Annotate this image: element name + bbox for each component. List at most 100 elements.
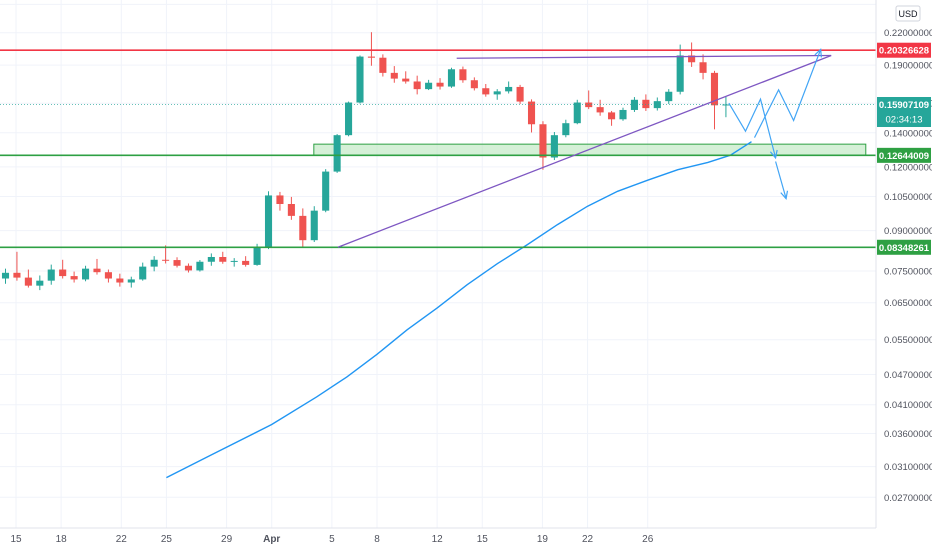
time-tick-label: 18 [56,534,68,545]
candle-body[interactable] [13,272,21,278]
candle-body[interactable] [688,55,696,63]
candle-body[interactable] [402,78,410,82]
price-tick-label: 0.10500000 [884,192,932,203]
candle-body[interactable] [470,80,478,89]
time-tick-label: 22 [116,534,128,545]
candle-body[interactable] [47,269,55,281]
candle-body[interactable] [619,109,627,120]
time-tick-label: 19 [537,534,549,545]
candle-body[interactable] [493,91,501,95]
candle-body[interactable] [447,69,456,87]
candle-body[interactable] [665,91,673,102]
candle-body[interactable] [299,215,307,241]
level-label-bg [877,239,931,255]
candle-body[interactable] [562,123,570,136]
candle-body[interactable] [139,266,147,280]
candle-body[interactable] [24,277,32,286]
candle-body[interactable] [676,55,684,92]
candle-body[interactable] [162,259,170,261]
candle-body[interactable] [70,276,78,280]
candle-body[interactable] [459,69,467,81]
price-tick-label: 0.04100000 [884,400,932,411]
candle-body[interactable] [127,279,135,283]
candle-body[interactable] [104,272,112,279]
candle-body[interactable] [230,260,238,262]
price-tick-label: 0.07500000 [884,267,932,278]
candle-body[interactable] [630,99,638,110]
candle-body[interactable] [322,171,330,211]
candle-body[interactable] [253,247,261,265]
candle-body[interactable] [36,280,44,286]
candle-body[interactable] [699,62,707,73]
projection-path-2-arrowhead [814,48,822,58]
candle-body[interactable] [1,272,10,279]
moving-average-layer [166,141,752,479]
projection-path-2[interactable] [753,49,822,138]
candle-body[interactable] [356,56,364,103]
candle-body[interactable] [505,86,513,92]
candle-body[interactable] [333,135,341,172]
candle-body[interactable] [539,124,547,158]
candle-body[interactable] [516,86,524,102]
candle-body[interactable] [173,260,181,266]
candle-body[interactable] [390,72,398,79]
candle-body[interactable] [219,256,227,262]
currency-button[interactable] [895,5,921,22]
candle-body[interactable] [345,102,353,136]
price-tick-label: 0.14000000 [884,128,932,139]
candle-body[interactable] [642,99,650,109]
candle-body[interactable] [596,107,604,113]
trendline-2[interactable] [456,54,832,59]
candle-body[interactable] [550,135,558,158]
level-label: 0.20326628 [879,46,929,57]
drawings-layer [0,48,876,249]
time-tick-label: 26 [642,534,654,545]
candle-body[interactable] [287,204,295,216]
candle-body[interactable] [710,72,719,106]
time-tick-label: 12 [432,534,444,545]
candle-body[interactable] [482,88,490,95]
level-label: 0.08348261 [879,243,930,254]
candle-body[interactable] [276,195,284,205]
time-tick-label: 22 [582,534,594,545]
candle-body[interactable] [722,104,730,106]
countdown-label: 02:34:13 [886,115,923,126]
projection-path-3-arrowhead [780,190,789,200]
candle-body[interactable] [59,269,67,277]
level-label: 0.12644009 [879,151,929,162]
candle-body[interactable] [264,195,273,248]
price-tick-label: 0.06500000 [884,298,932,309]
candle-body[interactable] [608,112,616,120]
candle-body[interactable] [310,210,318,241]
price-tick-label: 0.03600000 [884,429,932,440]
projection-path-3[interactable] [775,161,787,199]
trendline-1[interactable] [337,54,832,248]
level-label-bg [877,42,931,58]
candle-body[interactable] [116,278,124,283]
price-tick-label: 0.22000000 [884,28,932,39]
candle-body[interactable] [379,57,387,73]
candle-body[interactable] [184,265,193,271]
candle-body[interactable] [413,81,421,90]
time-tick-label: 15 [10,534,22,545]
candle-body[interactable] [242,260,250,265]
level-label: 0.15907109 [879,100,929,111]
candle-body[interactable] [82,268,90,280]
candle-body[interactable] [436,82,444,87]
projection-path-1[interactable] [728,97,777,159]
candle-body[interactable] [367,56,375,58]
price-tick-label: 0.19000000 [884,61,932,72]
candle-body[interactable] [425,82,433,90]
currency-button-label: USD [898,9,918,19]
level-label-bg [877,147,931,163]
candle-body[interactable] [196,261,204,271]
candle-body[interactable] [93,268,101,273]
candle-body[interactable] [150,259,158,267]
moving-average-line[interactable] [166,141,752,479]
candle-body[interactable] [207,256,215,262]
time-tick-label: 8 [374,534,380,545]
candle-body[interactable] [573,102,581,124]
candle-body[interactable] [527,101,536,125]
